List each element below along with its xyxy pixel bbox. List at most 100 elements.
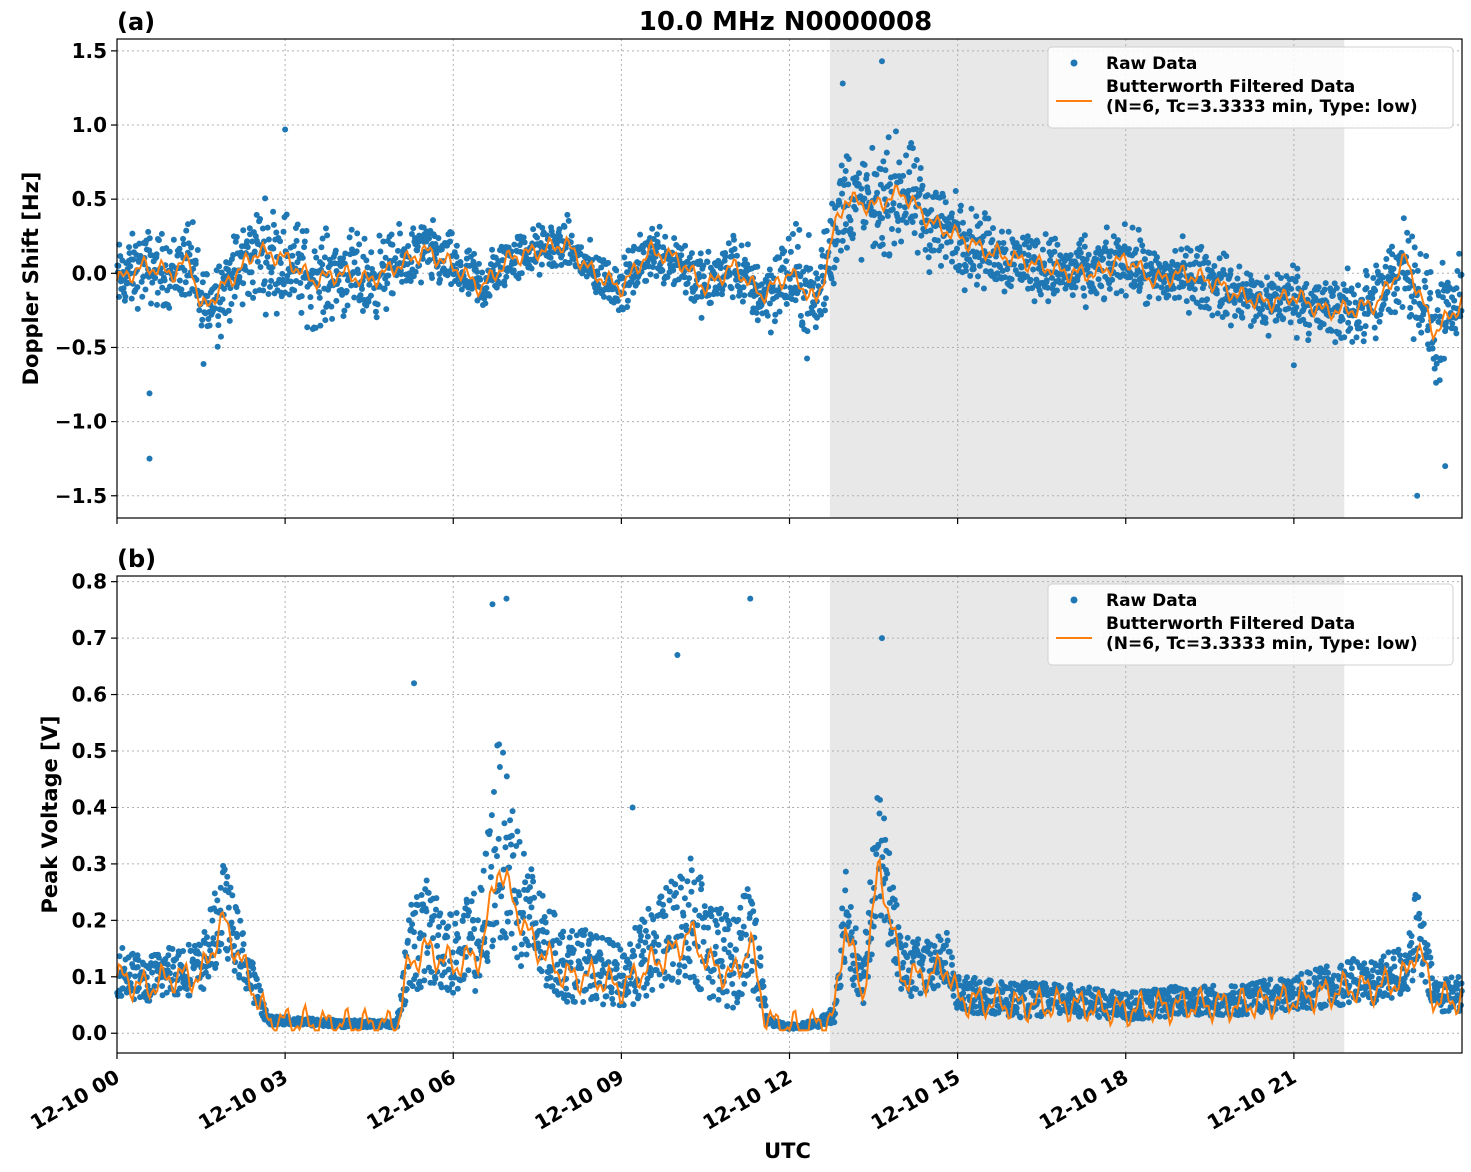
raw-data-point	[1201, 281, 1208, 288]
raw-data-point	[649, 986, 656, 993]
raw-data-point	[879, 234, 886, 241]
raw-data-point	[520, 914, 527, 921]
raw-data-point	[270, 208, 277, 215]
raw-data-point	[418, 892, 425, 899]
raw-data-point	[1349, 338, 1356, 345]
raw-data-point	[516, 892, 523, 899]
raw-data-point	[514, 828, 521, 835]
raw-data-point	[153, 251, 160, 258]
raw-data-point	[839, 80, 846, 87]
raw-data-point	[1382, 263, 1389, 270]
raw-data-point	[397, 230, 404, 237]
raw-data-point	[829, 200, 836, 207]
raw-data-point	[245, 291, 252, 298]
raw-data-point	[660, 280, 667, 287]
raw-data-point	[1264, 274, 1271, 281]
raw-data-point	[598, 956, 605, 963]
raw-data-point	[408, 230, 415, 237]
raw-data-point	[766, 266, 773, 273]
raw-data-point	[440, 919, 447, 926]
raw-data-point	[903, 219, 910, 226]
raw-data-point	[1106, 253, 1113, 260]
raw-data-point	[1408, 293, 1415, 300]
raw-data-point	[215, 322, 222, 329]
raw-data-point	[282, 126, 289, 133]
raw-data-point	[234, 908, 241, 915]
raw-data-point	[383, 306, 390, 313]
raw-data-point	[1305, 337, 1312, 344]
y-tick-label: −1.0	[55, 410, 107, 434]
raw-data-point	[1044, 284, 1051, 291]
raw-data-point	[459, 918, 466, 925]
raw-data-point	[1409, 233, 1416, 240]
raw-data-point	[1086, 984, 1093, 991]
raw-data-point	[389, 241, 396, 248]
raw-data-point	[1353, 334, 1360, 341]
raw-data-point	[351, 294, 358, 301]
raw-data-point	[566, 934, 573, 941]
raw-data-point	[417, 984, 424, 991]
raw-data-point	[421, 977, 428, 984]
raw-data-point	[641, 918, 648, 925]
raw-data-point	[402, 998, 409, 1005]
raw-data-point	[452, 920, 459, 927]
raw-data-point	[239, 947, 246, 954]
raw-data-point	[593, 995, 600, 1002]
raw-data-point	[898, 985, 905, 992]
raw-data-point	[312, 324, 319, 331]
raw-data-point	[714, 929, 721, 936]
raw-data-point	[1456, 250, 1463, 257]
raw-data-point	[554, 961, 561, 968]
raw-data-point	[1156, 1013, 1163, 1020]
raw-data-point	[530, 878, 537, 885]
raw-data-point	[1328, 327, 1335, 334]
raw-data-point	[842, 167, 849, 174]
raw-data-point	[731, 245, 738, 252]
raw-data-point	[1093, 290, 1100, 297]
raw-data-point	[355, 270, 362, 277]
raw-data-point	[718, 291, 725, 298]
raw-data-point	[656, 223, 663, 230]
raw-data-point	[457, 262, 464, 269]
raw-data-point	[819, 272, 826, 279]
raw-data-point	[1082, 304, 1089, 311]
raw-data-point	[900, 172, 907, 179]
raw-data-point	[455, 281, 462, 288]
raw-data-point	[642, 927, 649, 934]
raw-data-point	[797, 312, 804, 319]
raw-data-point	[176, 985, 183, 992]
raw-data-point	[620, 972, 627, 979]
raw-data-point	[1031, 298, 1038, 305]
raw-data-point	[491, 902, 498, 909]
raw-data-point	[164, 961, 171, 968]
raw-data-point	[950, 992, 957, 999]
raw-data-point	[621, 254, 628, 261]
raw-data-point	[962, 267, 969, 274]
raw-data-point	[797, 273, 804, 280]
raw-data-point	[1095, 276, 1102, 283]
raw-data-point	[649, 225, 656, 232]
raw-data-point	[200, 986, 207, 993]
raw-data-point	[1300, 316, 1307, 323]
raw-data-point	[180, 235, 187, 242]
raw-data-point	[1329, 292, 1336, 299]
raw-data-point	[1118, 288, 1125, 295]
raw-data-point	[1219, 313, 1226, 320]
raw-data-point	[837, 982, 844, 989]
raw-data-point	[520, 850, 527, 857]
raw-data-point	[792, 297, 799, 304]
raw-data-point	[924, 192, 931, 199]
raw-data-point	[754, 263, 761, 270]
raw-data-point	[1340, 281, 1347, 288]
raw-data-point	[745, 893, 752, 900]
raw-data-point	[1320, 321, 1327, 328]
raw-data-point	[1083, 256, 1090, 263]
raw-data-point	[471, 250, 478, 257]
raw-data-point	[1069, 292, 1076, 299]
raw-data-point	[1047, 257, 1054, 264]
raw-data-point	[853, 175, 860, 182]
raw-data-point	[199, 316, 206, 323]
raw-data-point	[578, 942, 585, 949]
raw-data-point	[891, 896, 898, 903]
raw-data-point	[973, 213, 980, 220]
